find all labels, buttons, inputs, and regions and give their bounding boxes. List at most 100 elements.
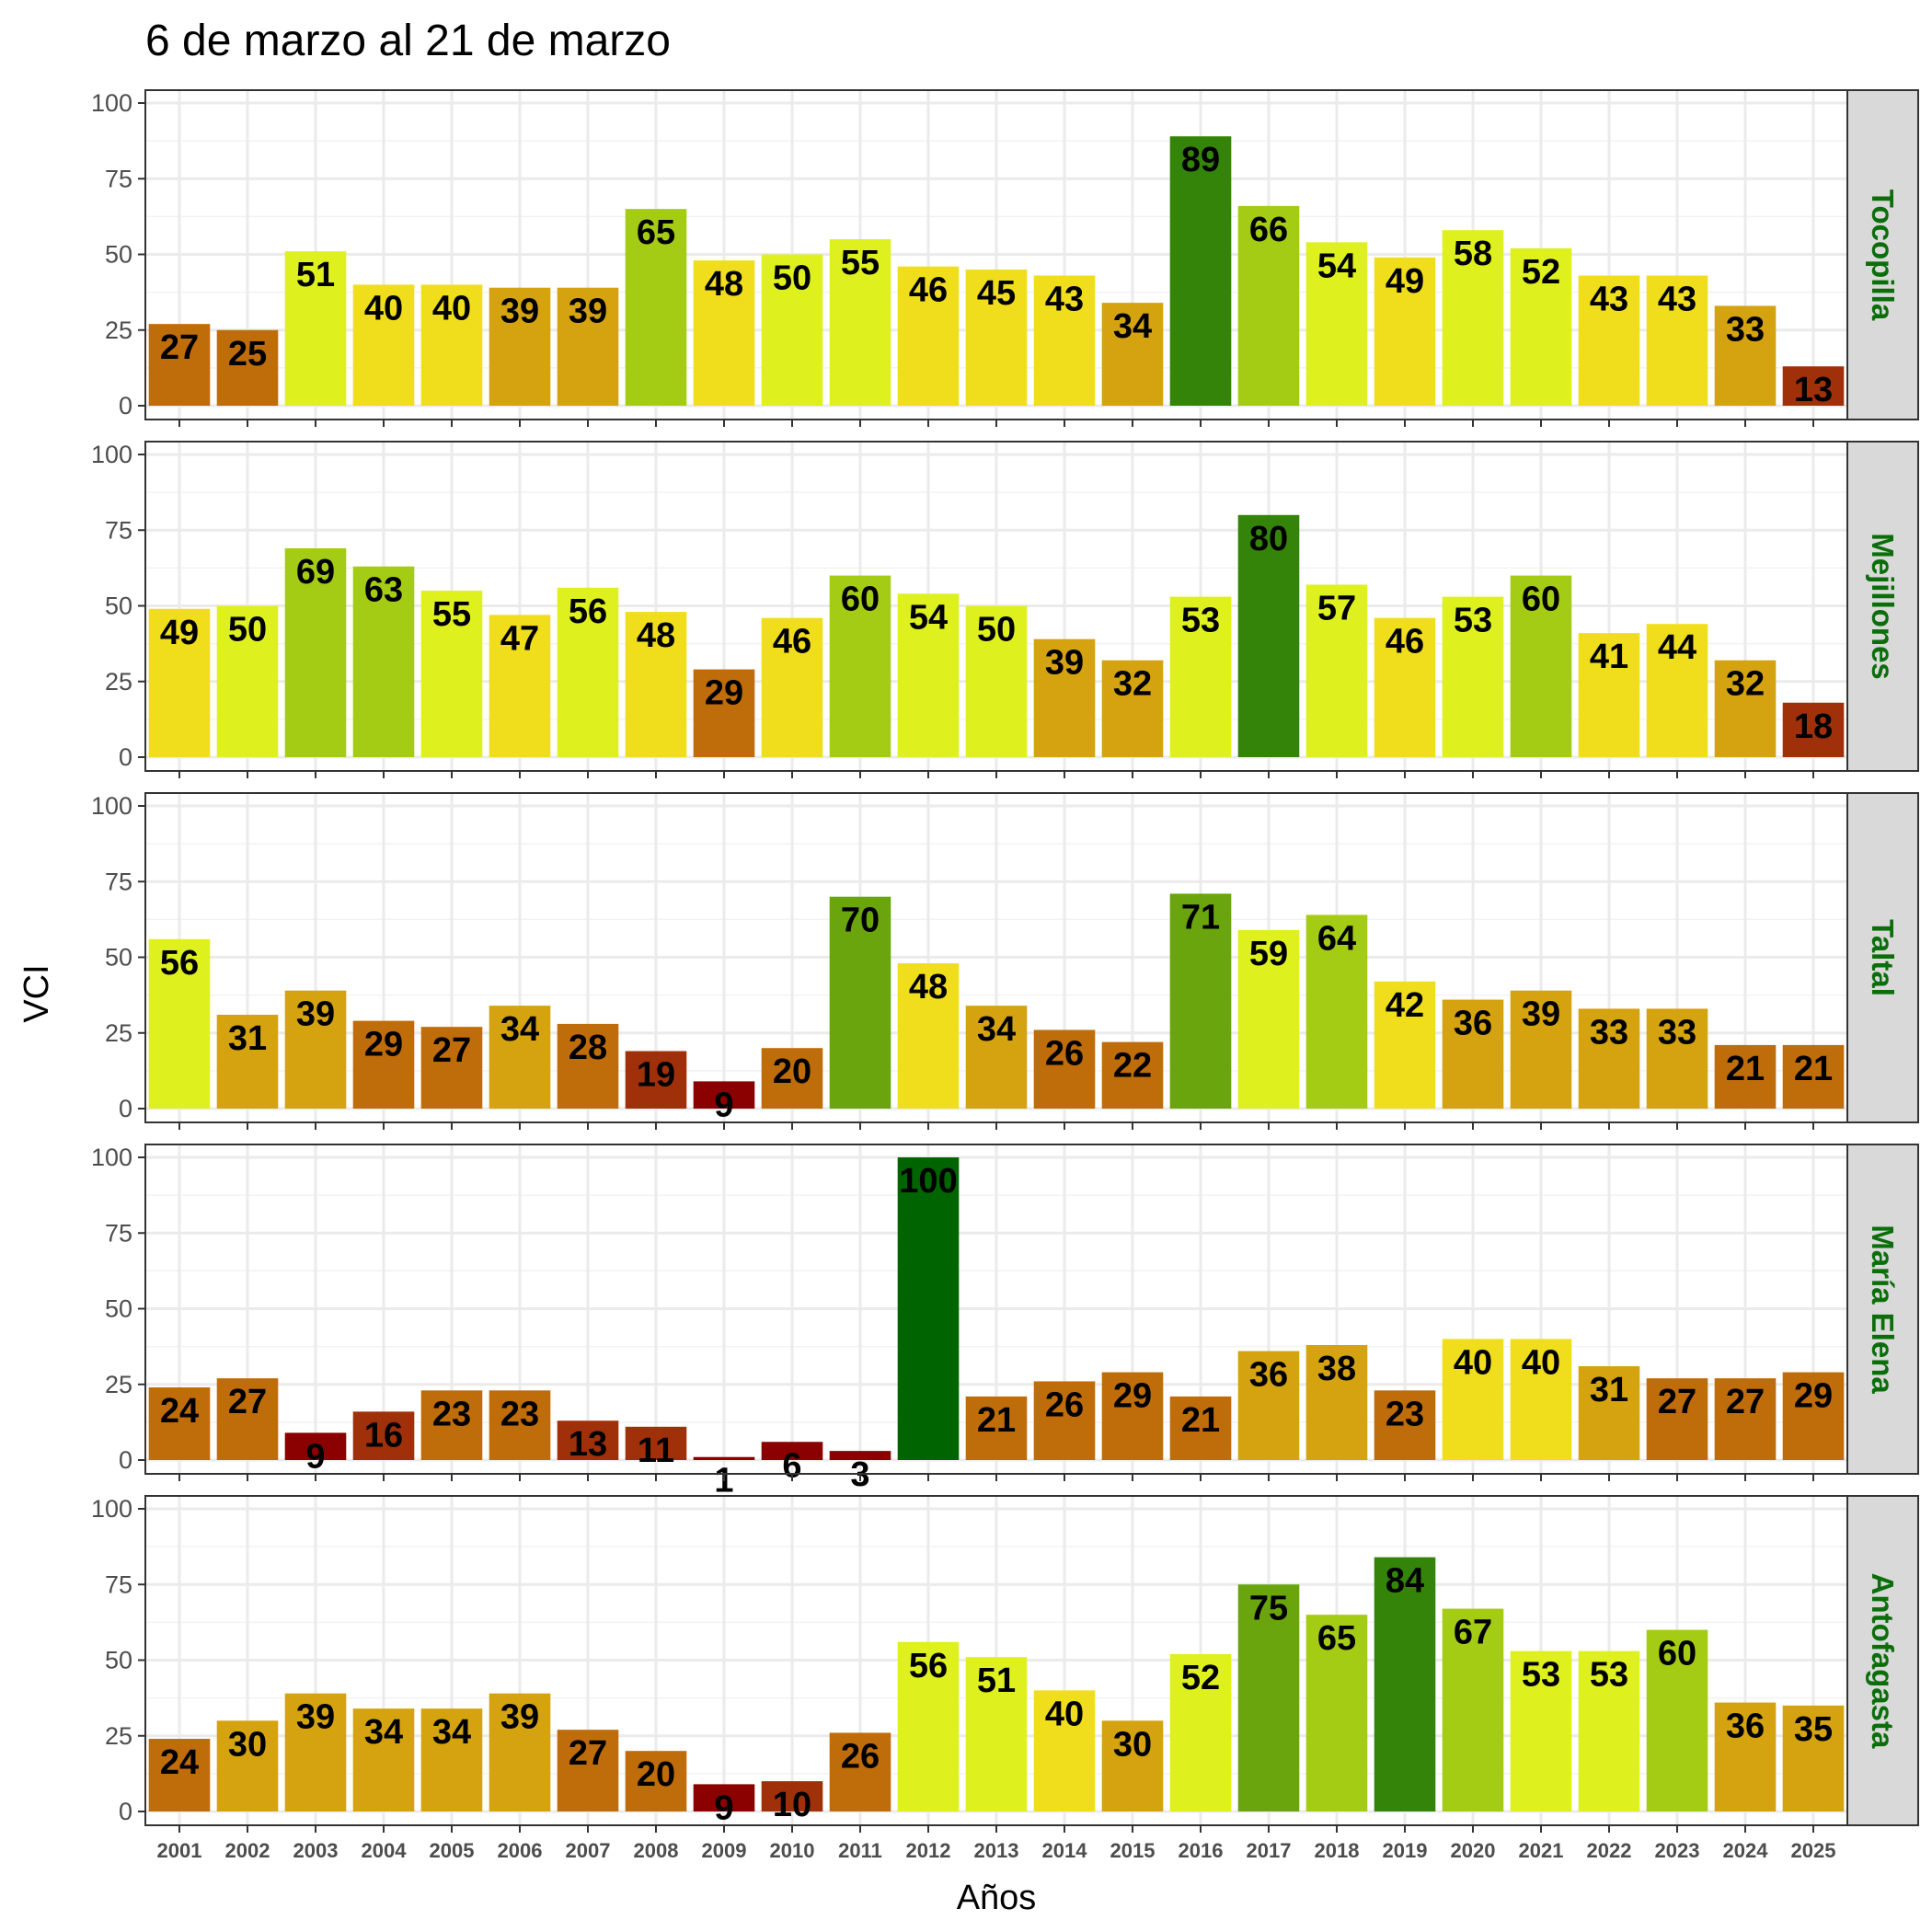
bar-value-label: 45 (977, 274, 1016, 313)
bar-2003 (284, 251, 347, 406)
bar-value-label: 29 (705, 674, 743, 713)
bar-2025 (1782, 1372, 1845, 1460)
y-tick-label: 100 (91, 89, 132, 117)
bar-value-label: 54 (909, 598, 948, 637)
bar-2001 (148, 1739, 211, 1811)
bar-2004 (352, 1020, 415, 1109)
bar-value-label: 27 (228, 1383, 267, 1421)
bar-2023 (1646, 1629, 1708, 1811)
bar-2025 (1782, 366, 1845, 406)
y-tick-label: 75 (105, 868, 132, 895)
bar-value-label: 26 (841, 1737, 880, 1776)
bar-value-label: 57 (1317, 589, 1356, 627)
bar-2005 (420, 1027, 483, 1109)
bar-2024 (1714, 1378, 1777, 1460)
x-tick-label: 2022 (1587, 1839, 1632, 1862)
bar-2004 (352, 566, 415, 757)
bar-2005 (420, 284, 483, 406)
bar-value-label: 31 (228, 1019, 267, 1058)
bar-value-label: 38 (1317, 1350, 1356, 1388)
bar-value-label: 47 (500, 619, 539, 658)
bar-value-label: 25 (228, 335, 267, 374)
facet-strip-label: Tocopilla (1866, 190, 1900, 321)
bar-value-label: 46 (1386, 623, 1424, 661)
y-tick-label: 75 (105, 516, 132, 544)
bar-value-label: 48 (909, 968, 948, 1006)
bar-value-label: 40 (1045, 1695, 1084, 1733)
bar-value-label: 36 (1726, 1708, 1765, 1746)
bar-value-label: 35 (1794, 1710, 1833, 1749)
bar-2009 (693, 1784, 755, 1811)
bar-2024 (1714, 1702, 1777, 1811)
bar-2017 (1237, 1584, 1300, 1811)
bar-2018 (1305, 584, 1368, 757)
y-tick-label: 25 (105, 1371, 132, 1398)
bar-value-label: 20 (773, 1052, 811, 1091)
bar-2020 (1442, 596, 1504, 757)
bar-value-label: 60 (841, 581, 880, 619)
bar-value-label: 50 (977, 611, 1016, 650)
x-tick-label: 2008 (634, 1839, 679, 1862)
bar-2008 (625, 1751, 687, 1811)
bar-value-label: 27 (1658, 1383, 1696, 1421)
bar-2009 (693, 1081, 755, 1109)
x-tick-label: 2010 (770, 1839, 815, 1862)
bar-value-label: 34 (977, 1010, 1016, 1049)
y-tick-label: 50 (105, 241, 132, 269)
x-tick-label: 2006 (498, 1839, 543, 1862)
bar-2010 (761, 1048, 823, 1109)
bar-2019 (1374, 981, 1436, 1109)
bar-value-label: 32 (1113, 665, 1152, 704)
panel-antofagasta: 24 30 39 34 34 39 27 20 9 10 26 56 51 40 30 52 75 65 84 67 5… (91, 1495, 1919, 1833)
bar-value-label: 51 (977, 1662, 1016, 1700)
bar-value-label: 27 (432, 1031, 471, 1070)
facet-strip-label: Mejillones (1866, 533, 1900, 680)
bar-value-label: 58 (1454, 235, 1492, 273)
bar-2022 (1578, 1008, 1640, 1109)
bar-value-label: 34 (1113, 307, 1152, 346)
panel-tocopilla: 27 25 51 40 40 39 39 65 48 50 55 46 45 43 34 89 66 54 49 58… (91, 89, 1919, 427)
bar-2013 (965, 1396, 1028, 1460)
chart-title: 6 de marzo al 21 de marzo (145, 17, 671, 65)
x-tick-label: 2013 (974, 1839, 1019, 1862)
bar-value-label: 65 (637, 213, 675, 252)
bar-value-label: 49 (160, 614, 199, 652)
bar-value-label: 29 (1113, 1377, 1152, 1416)
bar-2011 (829, 1451, 891, 1460)
x-tick-label: 2015 (1110, 1839, 1156, 1862)
bar-2023 (1646, 275, 1708, 406)
bar-value-label: 60 (1522, 581, 1560, 619)
y-axis-title: VCI (17, 964, 56, 1022)
bar-value-label: 39 (1522, 995, 1560, 1034)
bar-2013 (965, 605, 1028, 757)
bar-2024 (1714, 660, 1777, 757)
bar-value-label: 53 (1522, 1656, 1560, 1695)
bar-2005 (420, 1390, 483, 1460)
bar-2020 (1442, 999, 1504, 1109)
bar-value-label: 34 (500, 1010, 539, 1049)
bar-2005 (420, 1708, 483, 1811)
x-tick-label: 2002 (225, 1839, 270, 1862)
bar-2002 (216, 605, 279, 757)
bar-2017 (1237, 1351, 1300, 1460)
bar-value-label: 21 (1794, 1050, 1833, 1088)
bar-2019 (1374, 1557, 1436, 1811)
facet-strip (1846, 1495, 1919, 1826)
bar-2006 (489, 1390, 551, 1460)
bar-value-label: 56 (909, 1647, 948, 1685)
bar-value-label: 53 (1181, 602, 1220, 640)
y-tick-label: 100 (91, 1144, 132, 1171)
facet-strip (1846, 1144, 1919, 1475)
y-tick-label: 25 (105, 668, 132, 696)
bar-2001 (148, 608, 211, 757)
y-tick-label: 0 (119, 1095, 132, 1122)
bar-2004 (352, 1708, 415, 1811)
bar-value-label: 75 (1249, 1589, 1288, 1627)
bar-value-label: 100 (899, 1162, 957, 1201)
bar-2021 (1510, 575, 1572, 757)
bar-2023 (1646, 624, 1708, 757)
facet-strip-label: Antofagasta (1866, 1573, 1900, 1749)
x-tick-label: 2009 (702, 1839, 747, 1862)
bar-value-label: 46 (773, 623, 811, 661)
